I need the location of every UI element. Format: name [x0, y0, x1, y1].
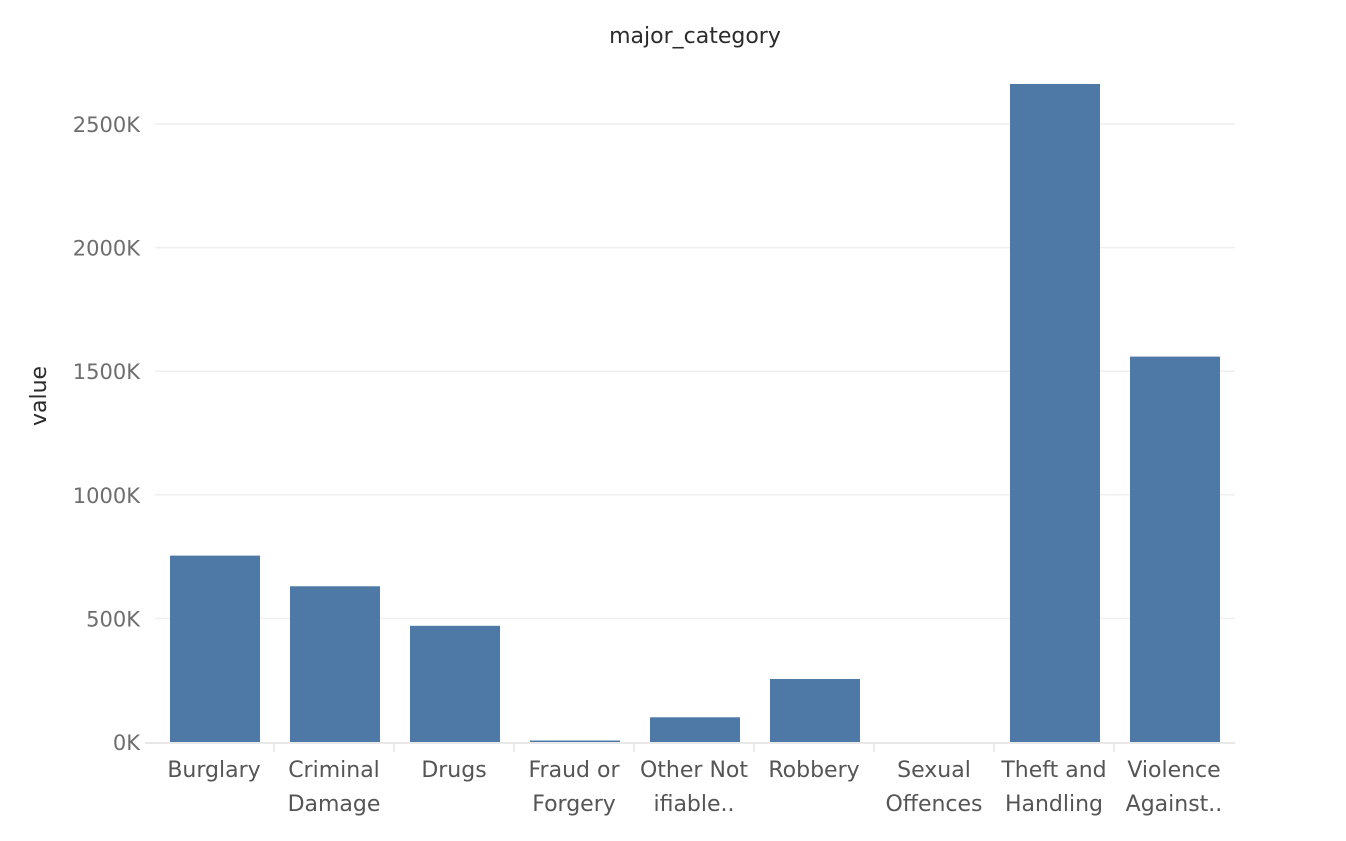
bar — [290, 586, 380, 742]
chart-title: major_category — [609, 24, 781, 49]
bar — [650, 717, 740, 742]
bar — [170, 555, 260, 742]
bar — [530, 740, 620, 742]
y-axis-label: value — [27, 366, 52, 426]
x-tick-label: Sexual — [897, 758, 971, 783]
x-tick-label: Burglary — [167, 758, 260, 783]
y-tick-label: 1000K — [73, 484, 141, 508]
y-tick-label: 2500K — [73, 113, 141, 137]
x-axis — [145, 742, 1235, 752]
y-tick-label: 2000K — [73, 237, 141, 261]
x-tick-label: Handling — [1005, 792, 1103, 817]
y-tick-label: 1500K — [73, 360, 141, 384]
x-tick-label: Forgery — [532, 792, 616, 817]
x-tick-label: Violence — [1127, 758, 1220, 783]
x-axis-ticks: Burglary Criminal Damage Drugs Fraud or Forge… — [167, 758, 1222, 817]
x-tick-label: Drugs — [421, 758, 486, 783]
bar — [1010, 83, 1100, 742]
x-tick-label: Theft and — [1000, 758, 1106, 783]
x-tick-label: Other Not — [640, 758, 748, 783]
y-tick-label: 0K — [113, 731, 141, 755]
y-tick-label: 500K — [86, 607, 141, 631]
x-tick-label: Damage — [288, 792, 381, 817]
x-tick-label: Criminal — [288, 758, 380, 783]
bar — [1130, 356, 1220, 742]
x-tick-label: Robbery — [768, 758, 859, 783]
bars — [170, 83, 1220, 742]
bar — [770, 678, 860, 742]
x-tick-label: Offences — [885, 792, 982, 817]
y-axis-ticks: 0K 500K 1000K 1500K 2000K 2500K — [73, 113, 141, 755]
x-tick-label: ifiable.. — [653, 792, 734, 817]
x-tick-label: Against.. — [1126, 792, 1223, 817]
bar — [410, 625, 500, 742]
x-tick-label: Fraud or — [529, 758, 621, 783]
